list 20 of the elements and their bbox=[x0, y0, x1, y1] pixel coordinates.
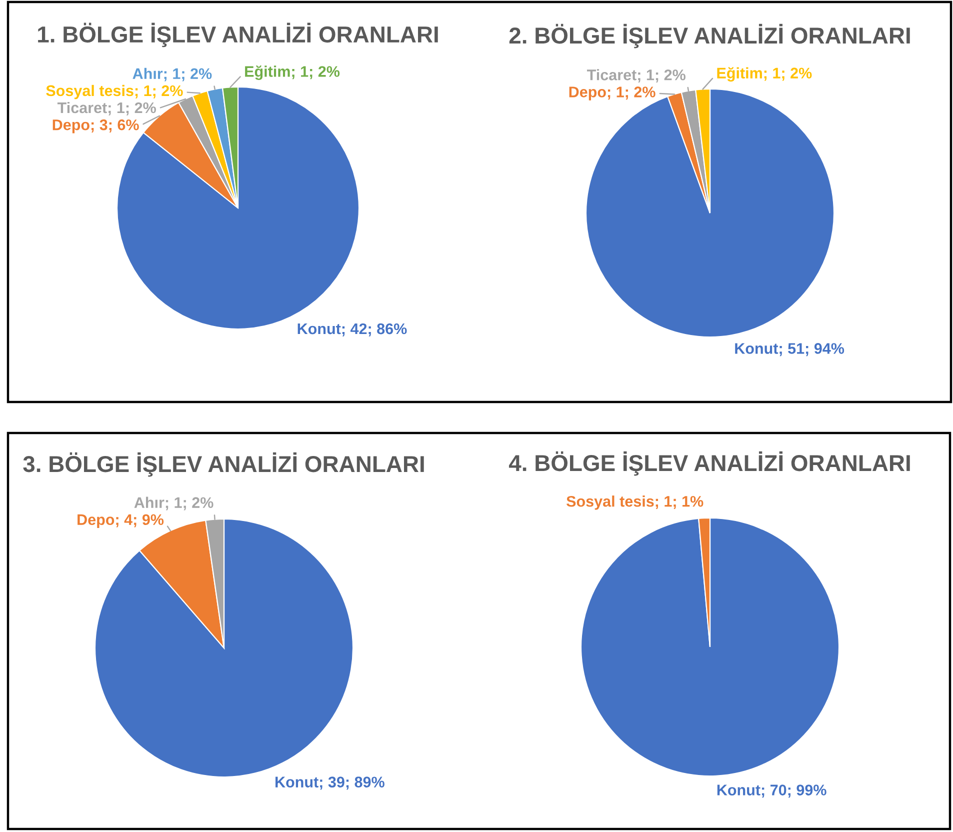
slice-label: Sosyal tesis; 1; 1% bbox=[566, 496, 704, 510]
chart-title: 1. BÖLGE İŞLEV ANALİZİ ORANLARI bbox=[38, 22, 438, 48]
slice-label: Eğitim; 1; 2% bbox=[245, 66, 340, 80]
chart-title: 4. BÖLGE İŞLEV ANALİZİ ORANLARI bbox=[508, 451, 910, 476]
slice-label: Konut; 39; 89% bbox=[276, 776, 384, 790]
slice-label: Depo; 4; 9% bbox=[78, 514, 164, 528]
slice-label: Eğitim; 1; 2% bbox=[717, 67, 812, 82]
slice-label: Depo; 3; 6% bbox=[52, 119, 139, 134]
slice-label: Ahır; 1; 2% bbox=[134, 496, 214, 510]
slice-label: Depo; 1; 2% bbox=[569, 86, 656, 100]
slice-label: Konut; 70; 99% bbox=[717, 784, 826, 798]
chart-title: 2. BÖLGE İŞLEV ANALİZİ ORANLARI bbox=[509, 24, 910, 48]
slice-label: Ahır; 1; 2% bbox=[132, 68, 212, 82]
slice-label: Ticaret; 1; 2% bbox=[57, 102, 156, 116]
pie-slice bbox=[580, 517, 840, 777]
slice-label: Ticaret; 1; 2% bbox=[586, 69, 686, 83]
chart-title: 3. BÖLGE İŞLEV ANALİZİ ORANLARI bbox=[23, 452, 424, 477]
slice-label: Konut; 42; 86% bbox=[298, 323, 407, 336]
slice-label: Konut; 51; 94% bbox=[735, 343, 844, 356]
slice-label: Sosyal tesis; 1; 2% bbox=[46, 84, 183, 100]
